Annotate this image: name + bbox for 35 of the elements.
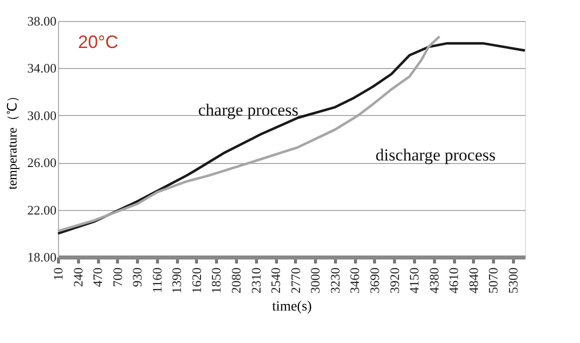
x-tick-label: 4610	[446, 268, 462, 294]
x-tick-label: 2540	[268, 268, 284, 294]
y-tick-label: 30.00	[27, 108, 56, 123]
y-tick-label: 22.00	[27, 202, 56, 218]
x-tick-label: 3920	[386, 268, 402, 294]
x-tick-label: 4840	[466, 268, 481, 294]
x-tick-label: 1850	[208, 268, 224, 294]
x-tick-label: 1620	[188, 268, 204, 294]
x-tick-label: 700	[110, 268, 125, 287]
x-tick-label: 5070	[486, 268, 501, 294]
x-tick-label: 4380	[426, 268, 442, 294]
x-tick-label: 3690	[366, 268, 382, 294]
y-axis-title: temperature（℃）	[4, 89, 20, 190]
x-tick-label: 240	[70, 268, 86, 287]
annotation: 20°C	[78, 32, 118, 52]
x-tick-label: 930	[130, 268, 145, 287]
x-tick-label: 3230	[327, 268, 342, 294]
x-axis-title: time(s)	[272, 300, 312, 314]
y-tick-label: 18.00	[27, 250, 56, 264]
x-tick-label: 10	[50, 268, 66, 280]
x-tick-label: 2310	[248, 268, 264, 294]
series-label: charge process	[198, 100, 298, 120]
x-tick-label: 2080	[228, 268, 244, 294]
x-tick-label: 3000	[308, 268, 323, 294]
x-tick-label: 3460	[347, 268, 362, 294]
y-tick-label: 38.00	[27, 14, 56, 28]
y-tick-label: 34.00	[27, 60, 56, 76]
text: discharge process	[376, 146, 496, 165]
y-tick-label: 26.00	[27, 155, 56, 170]
x-tick-label: 1390	[169, 268, 184, 294]
x-tick-label: 5300	[505, 268, 520, 294]
x-tick-label: 4150	[406, 268, 422, 294]
x-tick-label: 1160	[149, 268, 164, 294]
x-tick-label: 470	[90, 268, 106, 287]
x-tick-label: 2770	[288, 268, 303, 294]
